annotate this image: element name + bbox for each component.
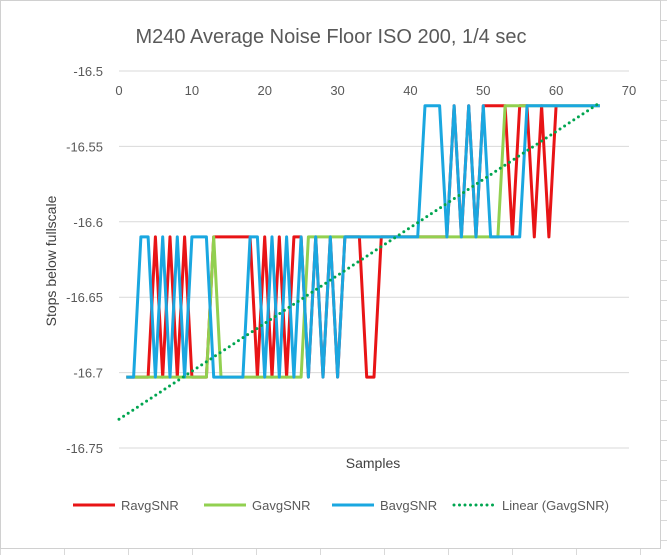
x-axis-title: Samples: [346, 455, 400, 471]
chart-title: M240 Average Noise Floor ISO 200, 1/4 se…: [136, 26, 527, 48]
axis-ticks: -16.5 -16.55 -16.6 -16.65 -16.7 -16.75 0 10 20 30…: [66, 64, 636, 456]
gridlines: [119, 70, 629, 449]
x-tick-label: 10: [185, 83, 199, 98]
x-tick-label: 40: [403, 83, 417, 98]
x-tick-label: 60: [549, 83, 563, 98]
series-layer: [117, 101, 602, 421]
y-tick-label: -16.7: [73, 366, 103, 381]
legend-label: RavgSNR: [121, 498, 179, 513]
legend-label: GavgSNR: [252, 498, 311, 513]
y-tick-label: -16.75: [66, 441, 103, 456]
y-tick-label: -16.5: [73, 64, 103, 79]
series-line-linear-gavgsnr: [117, 101, 602, 421]
y-tick-label: -16.6: [73, 215, 103, 230]
x-tick-label: 70: [622, 83, 636, 98]
y-axis-title: Stops below fullscale: [43, 195, 59, 326]
y-tick-label: -16.65: [66, 290, 103, 305]
legend: RavgSNR GavgSNR BavgSNR Linear (GavgSNR): [73, 498, 609, 513]
legend-label: Linear (GavgSNR): [502, 498, 609, 513]
x-tick-label: 50: [476, 83, 490, 98]
x-tick-label: 30: [330, 83, 344, 98]
y-tick-label: -16.55: [66, 139, 103, 154]
x-tick-label: 20: [257, 83, 271, 98]
legend-label: BavgSNR: [380, 498, 437, 513]
series-line-bavgsnr: [126, 104, 600, 379]
x-tick-label: 0: [115, 83, 122, 98]
